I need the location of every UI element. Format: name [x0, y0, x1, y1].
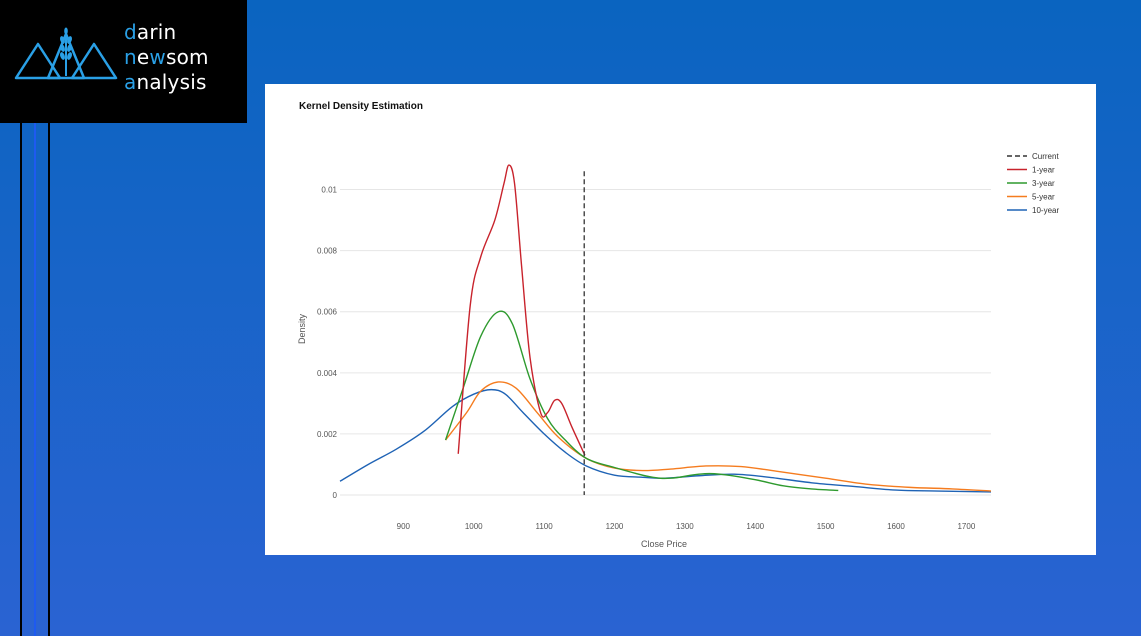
series-lines	[339, 164, 992, 493]
divider-line	[34, 123, 36, 636]
chart-title: Kernel Density Estimation	[299, 101, 423, 112]
legend-item-1-year[interactable]: 1-year	[1007, 166, 1055, 175]
legend-label: 1-year	[1032, 166, 1055, 175]
kde-chart: Kernel Density Estimation 0 0.002 0.004 0.0…	[297, 101, 1059, 549]
series-line-10-year	[339, 388, 992, 493]
divider-line	[48, 123, 50, 636]
brand-line-1: darin	[124, 20, 177, 44]
y-tick-label: 0.004	[317, 369, 338, 378]
mountains-wheat-icon	[14, 27, 118, 80]
x-tick-label: 900	[397, 522, 411, 531]
y-tick-label: 0.01	[321, 186, 337, 195]
legend-item-current[interactable]: Current	[1007, 152, 1059, 161]
y-tick-label: 0	[333, 491, 338, 500]
x-tick-label: 1300	[676, 522, 694, 531]
brand-wordmark: darin newsom analysis	[124, 20, 209, 95]
legend-label: 5-year	[1032, 193, 1055, 202]
x-tick-label: 1000	[465, 522, 483, 531]
x-tick-label: 1200	[606, 522, 624, 531]
divider-line	[20, 123, 22, 636]
y-axis-label: Density	[297, 313, 307, 344]
grid-lines	[340, 189, 991, 496]
brand-line-2: newsom	[124, 45, 209, 69]
y-tick-label: 0.002	[317, 430, 338, 439]
series-line-5-year	[445, 381, 992, 492]
x-tick-label: 1600	[887, 522, 905, 531]
legend-item-5-year[interactable]: 5-year	[1007, 193, 1055, 202]
series-line-1-year	[457, 164, 586, 456]
legend-label: 3-year	[1032, 179, 1055, 188]
y-tick-label: 0.006	[317, 308, 338, 317]
legend-label: 10-year	[1032, 206, 1059, 215]
series-line-3-year	[444, 310, 839, 492]
chart-legend[interactable]: Current 1-year 3-year 5-year 10-year	[1007, 152, 1059, 215]
brand-logo: darin newsom analysis	[0, 0, 247, 123]
legend-item-3-year[interactable]: 3-year	[1007, 179, 1055, 188]
brand-line-3: analysis	[124, 70, 207, 94]
x-tick-label: 1700	[957, 522, 975, 531]
x-axis-label: Close Price	[641, 539, 687, 549]
x-tick-label: 1500	[817, 522, 835, 531]
legend-item-10-year[interactable]: 10-year	[1007, 206, 1059, 215]
y-axis-ticks: 0 0.002 0.004 0.006 0.008 0.01	[317, 186, 338, 500]
legend-label: Current	[1032, 152, 1059, 161]
chart-card: Kernel Density Estimation 0 0.002 0.004 0.0…	[265, 84, 1096, 555]
y-tick-label: 0.008	[317, 247, 338, 256]
x-tick-label: 1400	[746, 522, 764, 531]
x-tick-label: 1100	[535, 522, 553, 531]
x-axis-ticks: 900 1000 1100 1200 1300 1400 1500 1600 1700	[397, 522, 976, 531]
